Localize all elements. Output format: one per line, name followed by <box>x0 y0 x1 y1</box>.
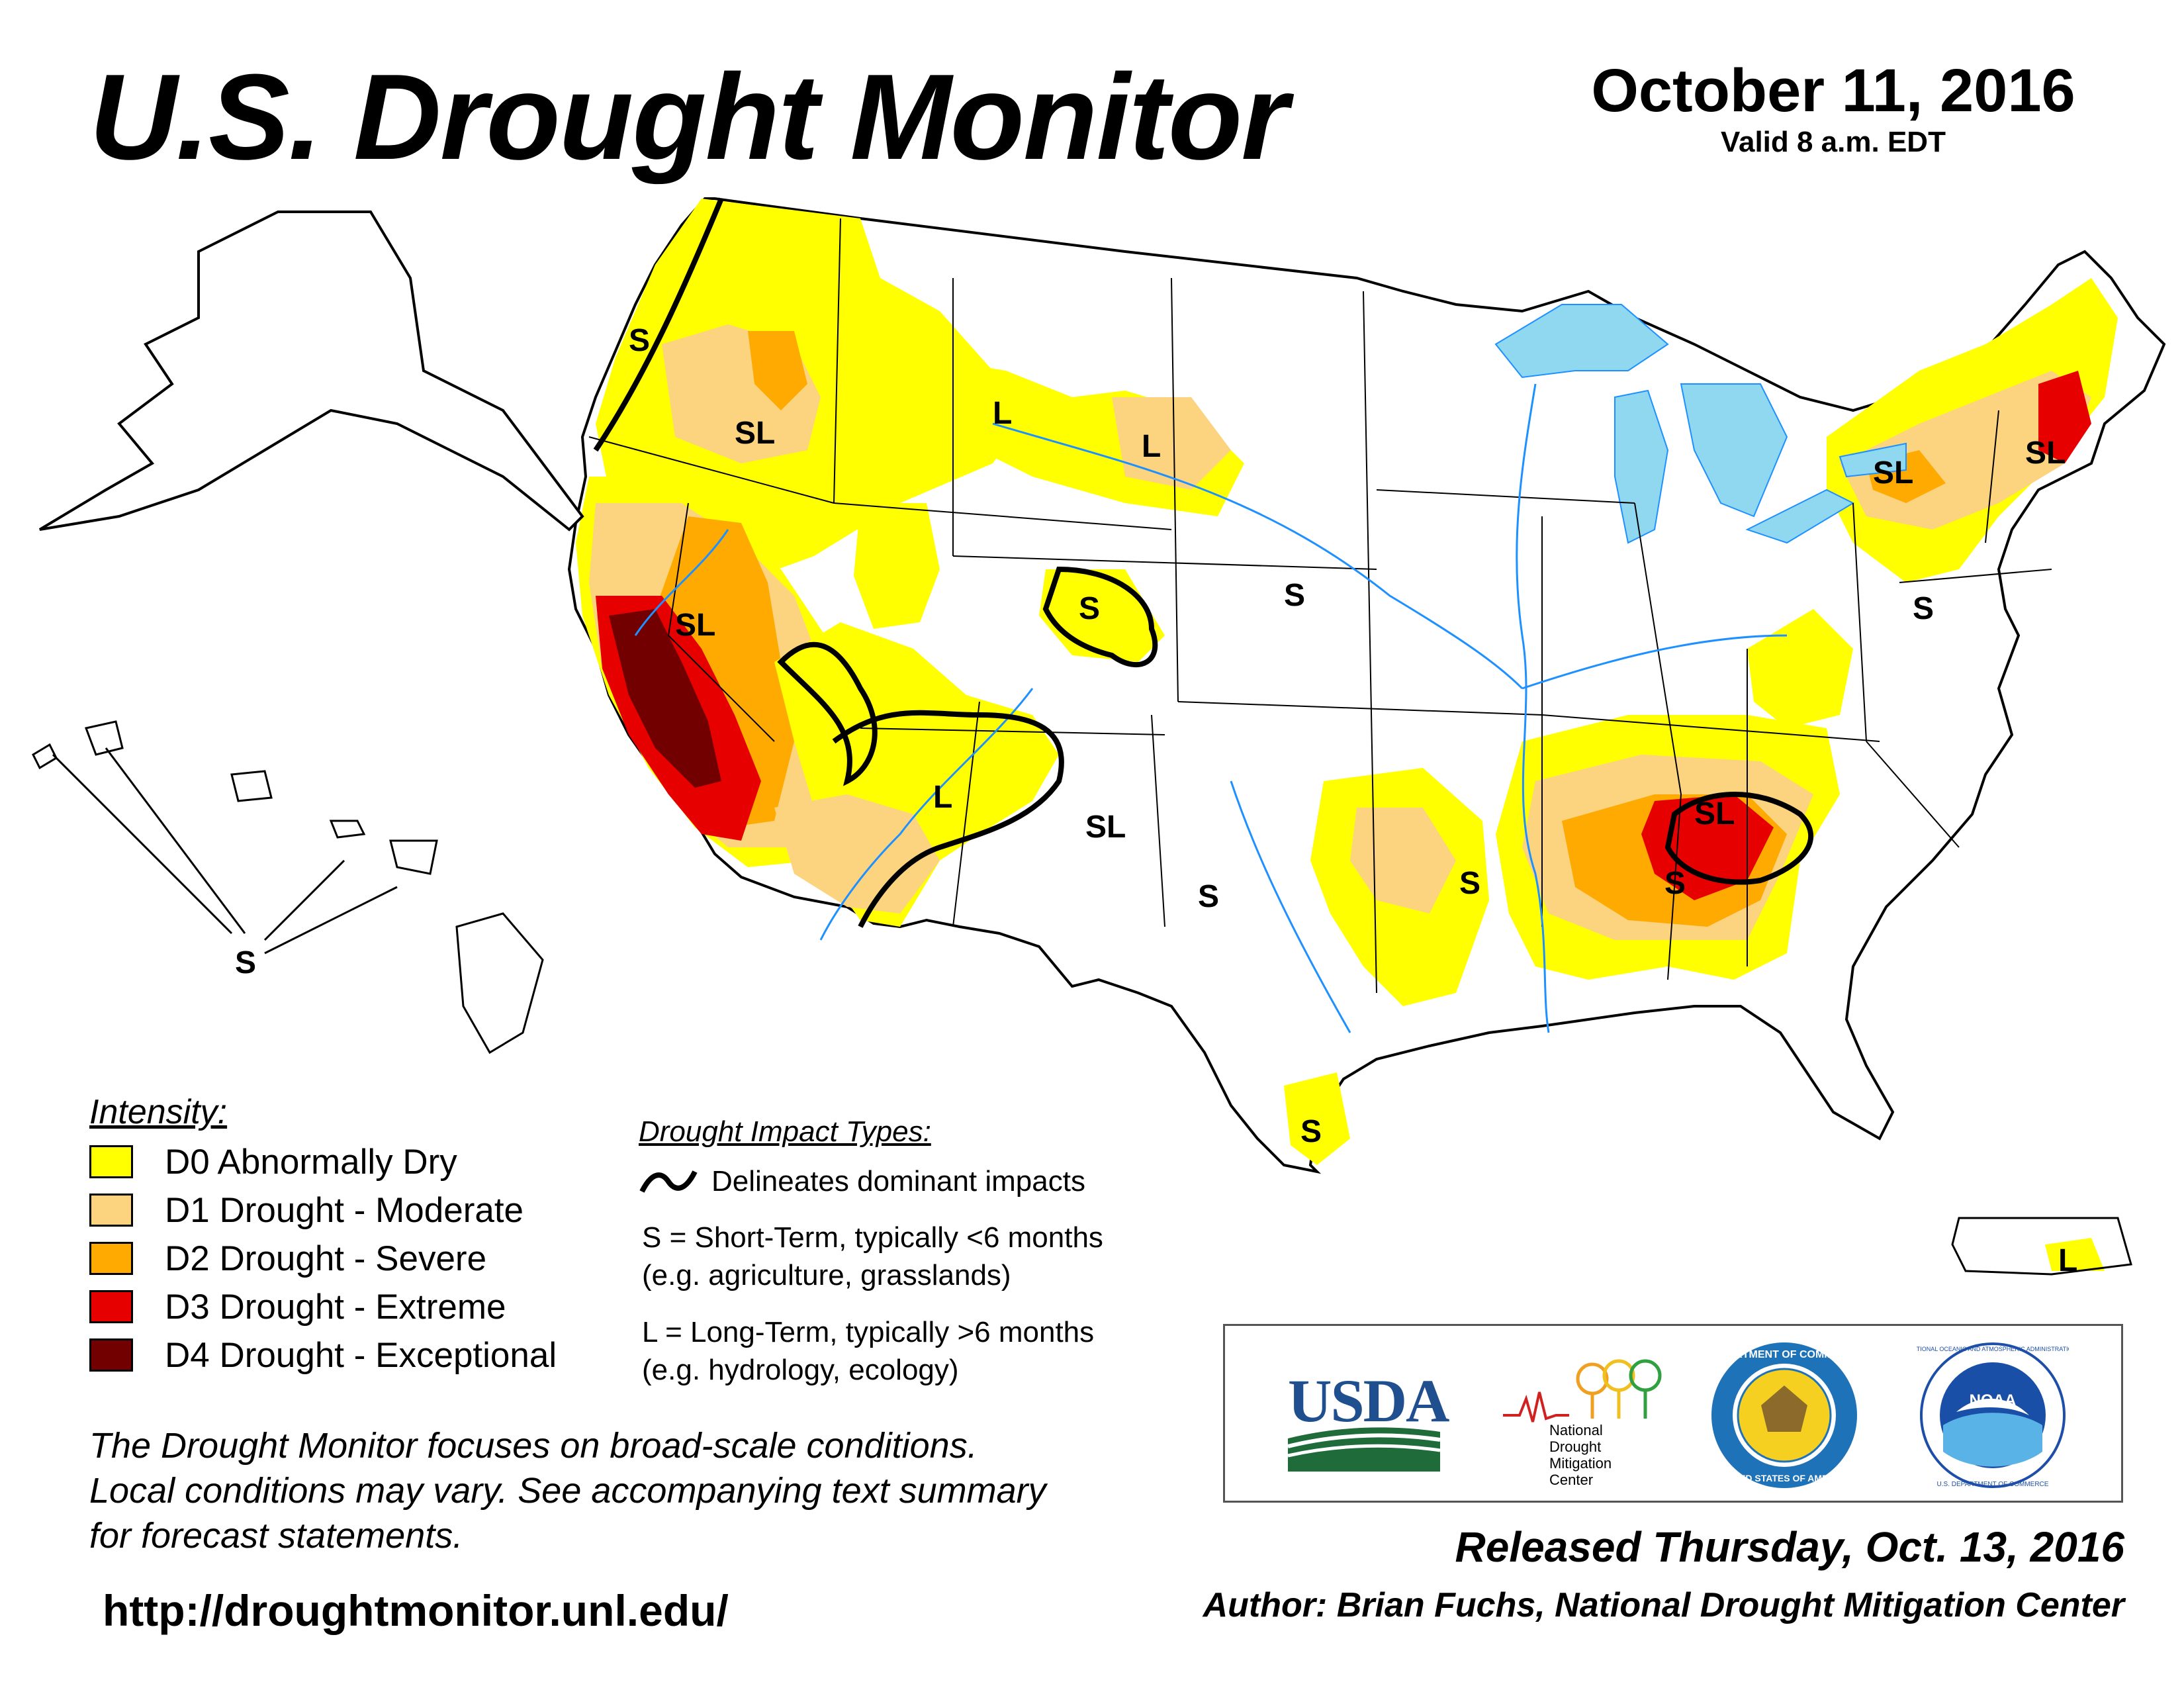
label-s-wyoming: S <box>1079 591 1100 626</box>
impact-long-term-example: (e.g. hydrology, ecology) <box>642 1354 959 1386</box>
legend-item-d4: D4 Drought - Exceptional <box>89 1335 557 1375</box>
ndmc-line-4: Center <box>1549 1472 1594 1488</box>
d0-utah <box>854 503 940 629</box>
label-s-nebraska: S <box>1284 578 1305 613</box>
legend-heading: Intensity: <box>89 1093 228 1131</box>
hawaii-pointer-lines <box>52 747 398 955</box>
alaska <box>38 211 584 532</box>
ndmc-line-3: Mitigation <box>1549 1455 1612 1472</box>
ndmc-line-2: Drought <box>1549 1438 1602 1455</box>
legend-label-d1: D1 Drought - Moderate <box>165 1190 524 1230</box>
label-s-oregon-coast: S <box>629 323 650 358</box>
usda-logo: USDA <box>1288 1366 1449 1472</box>
d1-texas <box>1350 808 1456 914</box>
label-sl-oregon: SL <box>735 416 775 451</box>
commerce-seal-top-text: DEPARTMENT OF COMMERCE <box>1708 1349 1860 1360</box>
legend-swatch-d2 <box>89 1242 133 1275</box>
legend-item-d3: D3 Drought - Extreme <box>89 1287 506 1327</box>
noaa-center-text: NOAA <box>1970 1391 2017 1409</box>
impact-heading: Drought Impact Types: <box>639 1115 931 1148</box>
label-s-mid-atlantic: S <box>1913 591 1934 626</box>
author-credit: Author: Brian Fuchs, National Drought Mi… <box>1203 1586 2124 1624</box>
legend-item-d0: D0 Abnormally Dry <box>89 1142 457 1182</box>
d3-northeast <box>2038 371 2091 463</box>
legend-swatch-d3 <box>89 1290 133 1323</box>
note-line-2: Local conditions may vary. See accompany… <box>89 1471 1046 1511</box>
puerto-rico <box>1951 1217 2132 1276</box>
ndmc-line-1: National <box>1549 1422 1603 1438</box>
source-url[interactable]: http://droughtmonitor.unl.edu/ <box>103 1586 729 1635</box>
legend-label-d4: D4 Drought - Exceptional <box>165 1335 557 1375</box>
commerce-seal-bottom-text: UNITED STATES OF AMERICA <box>1717 1473 1850 1483</box>
hawaii <box>32 720 544 1055</box>
label-s-alabama: S <box>1664 866 1686 901</box>
note-line-1: The Drought Monitor focuses on broad-sca… <box>89 1426 978 1466</box>
legend-swatch-d0 <box>89 1145 133 1178</box>
rivers <box>634 383 1788 1033</box>
usda-field-icon <box>1288 1427 1440 1472</box>
d4-california <box>609 609 721 788</box>
d2-oregon <box>748 331 807 410</box>
label-s-arkansas: S <box>1459 866 1480 901</box>
impact-short-term-example: (e.g. agriculture, grasslands) <box>642 1259 1011 1291</box>
great-lakes <box>1494 304 1907 544</box>
impact-labels: S SL L L SL S S L SL S S SL S S SL SL S … <box>235 323 2077 1278</box>
lake-huron <box>1680 383 1788 518</box>
label-l-idaho: L <box>993 396 1012 431</box>
legend-label-d2: D2 Drought - Severe <box>165 1239 487 1278</box>
label-l-puerto-rico: L <box>2058 1243 2077 1278</box>
lake-superior <box>1494 304 1669 379</box>
noaa-ring-text: NATIONAL OCEANIC AND ATMOSPHERIC ADMINIS… <box>1917 1346 2069 1352</box>
noaa-logo-icon: NOAA NATIONAL OCEANIC AND ATMOSPHERIC AD… <box>1917 1342 2069 1488</box>
note-line-3: for forecast statements. <box>89 1516 463 1556</box>
ndmc-logo: National Drought Mitigation Center <box>1503 1352 1675 1488</box>
ndmc-trees-icon <box>1503 1359 1662 1423</box>
disclaimer-note: The Drought Monitor focuses on broad-sca… <box>89 1423 1214 1558</box>
impact-short-term: S = Short-Term, typically <6 months <box>642 1221 1103 1254</box>
state-borders <box>588 218 2052 994</box>
ndmc-wordmark: National Drought Mitigation Center <box>1549 1422 1612 1488</box>
legend-label-d3: D3 Drought - Extreme <box>165 1287 506 1327</box>
lake-ontario <box>1839 442 1907 478</box>
legend-label-d0: D0 Abnormally Dry <box>165 1142 457 1182</box>
release-date: Released Thursday, Oct. 13, 2016 <box>1455 1523 2124 1571</box>
impact-long-term: L = Long-Term, typically >6 months <box>642 1316 1095 1348</box>
label-s-texas: S <box>1198 879 1219 914</box>
partner-logos: USDA National Drought Mitigation Center <box>1223 1324 2123 1503</box>
label-s-south-texas: S <box>1300 1114 1322 1149</box>
impact-delineates: Delineates dominant impacts <box>711 1165 1085 1197</box>
label-sl-new-york: SL <box>1873 455 1913 491</box>
d0-ohio-valley <box>1747 609 1853 728</box>
d1-arizona <box>774 794 940 914</box>
legend-item-d1: D1 Drought - Moderate <box>89 1190 523 1230</box>
label-l-montana: L <box>1142 429 1161 464</box>
legend-swatch-d1 <box>89 1194 133 1227</box>
label-sl-new-england: SL <box>2025 436 2066 471</box>
legend-swatch-d4 <box>89 1338 133 1372</box>
label-sl-tennessee: SL <box>1694 796 1735 831</box>
legend-item-d2: D2 Drought - Severe <box>89 1239 486 1278</box>
noaa-bottom-text: U.S. DEPARTMENT OF COMMERCE <box>1937 1481 2049 1488</box>
d0-south-texas <box>1284 1072 1350 1165</box>
impact-boundaries <box>593 197 1814 928</box>
label-s-hawaii: S <box>235 945 256 980</box>
label-sl-new-mexico: SL <box>1085 810 1126 845</box>
usda-wordmark: USDA <box>1288 1367 1449 1434</box>
page-title: U.S. Drought Monitor <box>89 48 1289 185</box>
valid-time: Valid 8 a.m. EDT <box>1721 126 1946 158</box>
map-date: October 11, 2016 <box>1591 57 2075 124</box>
commerce-seal-icon: DEPARTMENT OF COMMERCE UNITED STATES OF … <box>1708 1342 1860 1488</box>
impact-line-symbol <box>639 1170 698 1193</box>
label-l-arizona: L <box>933 780 952 815</box>
lake-michigan <box>1614 389 1669 544</box>
d0-puerto-rico <box>2045 1238 2105 1271</box>
label-sl-nevada: SL <box>675 608 715 643</box>
